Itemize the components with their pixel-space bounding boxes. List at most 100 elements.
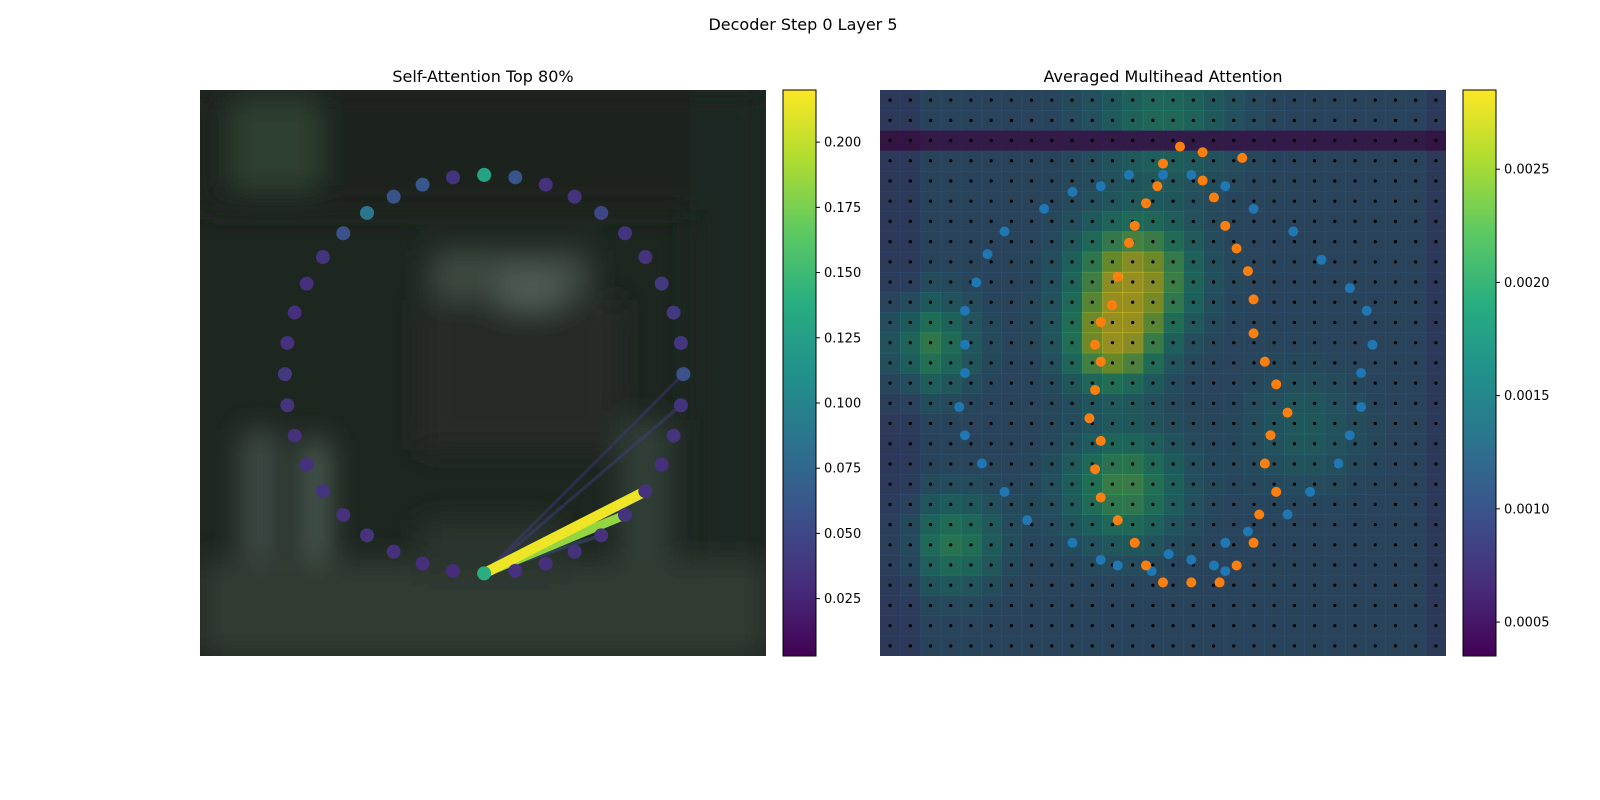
grid-dot [1090, 98, 1094, 102]
grid-dot [1272, 260, 1276, 264]
grid-dot [1151, 320, 1155, 325]
orange-ring-point [1152, 181, 1163, 192]
grid-dot [1353, 543, 1357, 547]
grid-dot [1373, 361, 1377, 365]
attention-point [508, 563, 523, 578]
grid-dot [1232, 603, 1236, 608]
grid-dot [1030, 219, 1034, 223]
grid-dot [969, 381, 973, 385]
attention-point [360, 528, 375, 543]
colorbar-tick-label: 0.125 [824, 331, 861, 346]
grid-dot [1151, 543, 1155, 547]
grid-dot [1131, 361, 1135, 365]
grid-dot [969, 543, 973, 547]
grid-dot [1373, 462, 1377, 466]
grid-dot [1252, 502, 1256, 506]
grid-dot [1171, 482, 1175, 486]
grid-dot [1151, 179, 1155, 183]
grid-dot [1313, 401, 1317, 405]
grid-dot [1050, 361, 1054, 365]
grid-dot [1030, 300, 1034, 304]
grid-dot [1211, 98, 1216, 102]
grid-dot [1151, 502, 1155, 506]
grid-dot [1171, 644, 1175, 648]
blue-ring-point [971, 277, 982, 288]
grid-dot [1393, 523, 1398, 527]
attention-point [673, 335, 688, 350]
grid-dot [989, 603, 993, 608]
grid-dot [1373, 543, 1377, 547]
grid-dot [1211, 159, 1216, 163]
grid-dot [1353, 401, 1357, 405]
grid-dot [1252, 138, 1256, 143]
grid-dot [1373, 624, 1377, 628]
grid-dot [1393, 624, 1398, 628]
grid-dot [888, 219, 892, 223]
grid-dot [1050, 260, 1054, 264]
grid-dot [908, 624, 912, 628]
blue-ring-point [1344, 283, 1355, 294]
grid-dot [1110, 361, 1115, 365]
grid-dot [1030, 341, 1034, 345]
grid-dot [1414, 118, 1418, 122]
left-colorbar [782, 89, 817, 657]
grid-dot [989, 421, 993, 426]
grid-dot [989, 98, 993, 102]
grid-dot [1313, 240, 1317, 244]
blue-ring-point [1112, 560, 1123, 571]
grid-dot [1171, 98, 1175, 102]
grid-dot [969, 462, 973, 466]
grid-dot [1009, 442, 1013, 446]
grid-dot [1373, 300, 1377, 304]
grid-dot [1070, 381, 1074, 385]
grid-dot [1333, 179, 1337, 183]
grid-dot [1272, 543, 1276, 547]
grid-dot [1434, 219, 1438, 223]
grid-dot [1050, 280, 1054, 284]
grid-dot [1292, 462, 1296, 466]
grid-dot [1434, 563, 1438, 567]
grid-dot [1373, 644, 1377, 648]
grid-dot [1171, 280, 1175, 284]
grid-dot [949, 199, 953, 203]
grid-dot [1232, 543, 1236, 547]
grid-dot [1151, 563, 1155, 567]
grid-dot [888, 118, 892, 122]
orange-ring-point [1129, 220, 1140, 231]
grid-dot [1313, 159, 1317, 163]
grid-dot [969, 603, 973, 608]
grid-dot [1131, 644, 1135, 648]
attention-link [478, 486, 651, 579]
grid-dot [1070, 361, 1074, 365]
grid-dot [1232, 644, 1236, 648]
grid-dot [1252, 462, 1256, 466]
grid-dot [1252, 644, 1256, 648]
attention-point [445, 563, 460, 578]
grid-dot [1171, 563, 1175, 567]
attention-point [567, 544, 582, 559]
grid-dot [1151, 523, 1155, 527]
grid-dot [1232, 219, 1236, 223]
blue-ring-point [1248, 203, 1259, 214]
attention-point [287, 428, 302, 443]
orange-ring-point [1124, 237, 1135, 248]
grid-dot [1211, 320, 1216, 325]
grid-dot [1414, 401, 1418, 405]
grid-dot [1414, 280, 1418, 284]
grid-dot [888, 361, 892, 365]
grid-dot [1353, 421, 1357, 426]
grid-dot [1191, 320, 1195, 325]
attention-point [415, 177, 430, 192]
grid-dot [1131, 482, 1135, 486]
grid-dot [1232, 240, 1236, 244]
grid-dot [1313, 320, 1317, 325]
orange-ring-point [1158, 577, 1168, 588]
blue-ring-point [959, 430, 970, 441]
grid-dot [1313, 644, 1317, 648]
grid-dot [1211, 523, 1216, 527]
grid-dot [1272, 118, 1276, 122]
grid-dot [949, 401, 953, 405]
grid-dot [1353, 644, 1357, 648]
grid-dot [1393, 603, 1398, 608]
grid-dot [1009, 159, 1013, 163]
